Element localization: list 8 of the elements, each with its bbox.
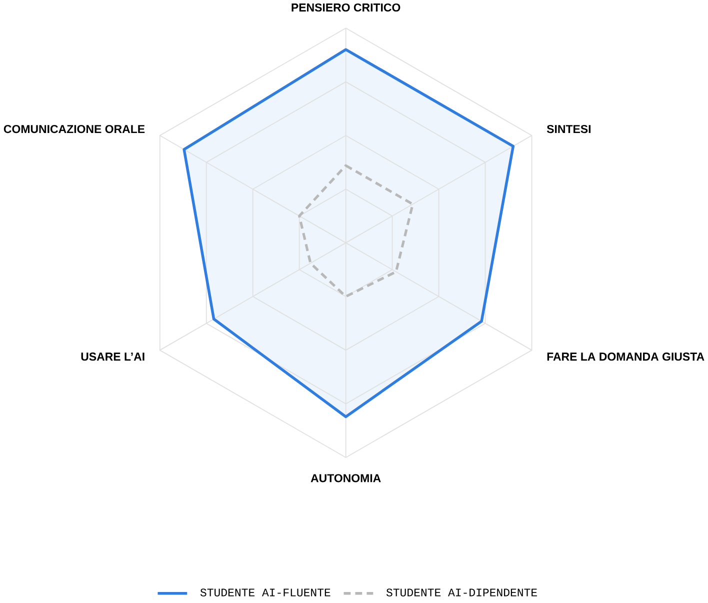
spoke-label: USARE L’AI: [81, 352, 144, 361]
spoke-label: SINTESI: [546, 125, 590, 134]
spoke-label: COMUNICAZIONE ORALE: [4, 125, 145, 134]
legend-label: STUDENTE AI-FLUENTE: [200, 588, 330, 597]
spoke-label: PENSIERO CRITICO: [292, 4, 400, 12]
spoke-label: AUTONOMIA: [310, 474, 381, 482]
legend-label: STUDENTE AI-DIPENDENTE: [386, 588, 537, 597]
spoke-label: FARE LA DOMANDA GIUSTA: [547, 352, 704, 361]
